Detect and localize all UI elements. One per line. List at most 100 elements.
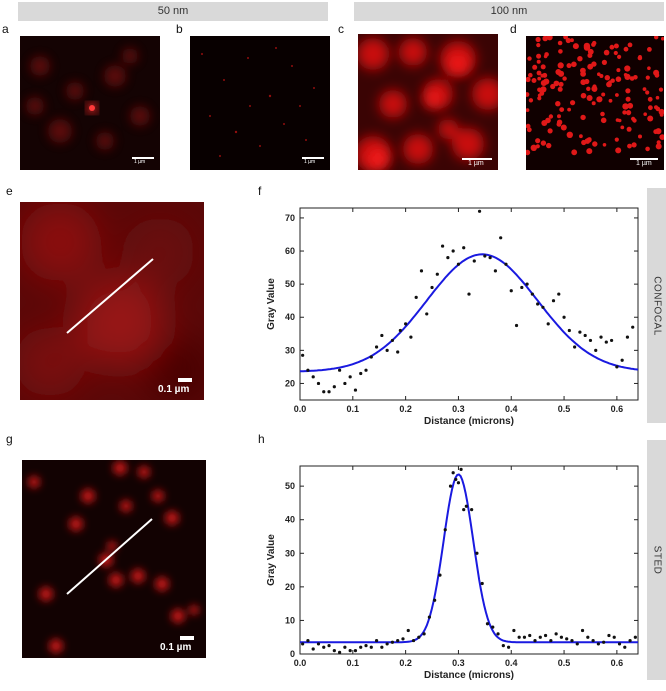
data-point: [374, 345, 379, 349]
fluorescent-spot: [557, 40, 563, 46]
data-point: [609, 338, 614, 343]
fluorescent-spot: [625, 88, 631, 94]
y-tick-label: 20: [285, 378, 295, 388]
fluorescent-spot: [645, 75, 650, 80]
data-point: [359, 645, 363, 649]
data-point: [604, 340, 608, 344]
data-point: [575, 642, 579, 646]
y-tick-label: 30: [285, 345, 295, 355]
fluorescent-spot: [609, 44, 615, 50]
fluorescent-spot: [600, 111, 605, 117]
fluorescent-spot: [580, 79, 587, 86]
data-point: [374, 638, 379, 643]
fluorescent-spot: [580, 114, 586, 121]
scalebar-label-e: 0.1 µm: [158, 384, 190, 395]
panel-label-g: g: [6, 432, 13, 446]
fluorescent-spot: [557, 114, 561, 119]
data-point: [396, 350, 400, 354]
fluorescent-spot: [560, 124, 567, 131]
side-label-sted: STED: [647, 440, 666, 680]
fluorescent-spot: [643, 112, 647, 116]
data-point: [448, 484, 453, 488]
fluorescent-spot: [532, 64, 538, 70]
data-point: [456, 481, 461, 485]
data-point: [327, 390, 331, 394]
data-point: [419, 269, 424, 273]
fluorescent-spot: [535, 36, 541, 43]
data-point: [353, 649, 358, 653]
fluorescent-spot: [526, 127, 532, 133]
fluorescent-spot: [620, 125, 625, 130]
fluorescent-spot: [566, 63, 572, 69]
panel-label-b: b: [176, 22, 183, 36]
data-point: [615, 365, 619, 369]
data-point: [322, 390, 326, 394]
data-point: [517, 635, 521, 639]
data-point: [625, 335, 630, 339]
fluorescent-spot: [586, 95, 593, 101]
fluorescent-spot: [540, 86, 547, 93]
scalebar-label-g: 0.1 µm: [160, 642, 192, 653]
data-point: [332, 649, 336, 653]
fluorescent-spot: [597, 72, 601, 76]
fluorescent-spot: [535, 138, 541, 144]
data-point: [522, 635, 527, 639]
data-point: [533, 638, 537, 643]
y-tick-label: 50: [285, 481, 295, 491]
fluorescent-spot: [631, 142, 637, 148]
fluorescent-spot: [647, 66, 651, 70]
y-tick-label: 50: [285, 279, 295, 289]
data-point: [404, 322, 408, 326]
fluorescent-spot: [537, 87, 542, 93]
data-point: [483, 254, 487, 258]
data-point: [470, 508, 474, 512]
fluorescent-spot: [540, 64, 546, 70]
fluorescent-spot: [647, 115, 654, 122]
fluorescent-spot: [616, 68, 621, 73]
fluorescent-spot: [562, 76, 567, 81]
data-point: [580, 628, 585, 633]
x-tick-label: 0.4: [505, 404, 518, 414]
data-point: [599, 335, 603, 339]
fluorescent-spot: [563, 36, 568, 40]
fluorescent-spot: [586, 148, 593, 155]
data-point: [565, 637, 569, 641]
data-point: [414, 295, 418, 299]
fluorescent-spot: [592, 141, 598, 147]
fluorescent-spot: [555, 81, 560, 85]
chart-h-sted-profile: 0.0 0.1 0.2 0.3 0.4 0.5 0.6 0 10 20 30 40 50 Distance…: [258, 458, 642, 690]
fluorescent-spot: [557, 70, 565, 77]
fluorescent-spot: [536, 70, 542, 76]
data-point: [316, 381, 321, 386]
fluorescent-spot: [526, 92, 530, 97]
data-point: [583, 333, 587, 338]
data-point: [588, 338, 593, 343]
data-point: [559, 635, 564, 639]
x-tick-label: 0.4: [505, 658, 518, 668]
fluorescent-spot: [654, 105, 658, 110]
fluorescent-spot: [627, 42, 633, 48]
fluorescent-spot: [645, 146, 650, 152]
x-axis-label: Distance (microns): [424, 416, 514, 427]
data-point: [440, 244, 445, 248]
chart-f-confocal-profile: 0.0 0.1 0.2 0.3 0.4 0.5 0.6 20 30 40 50 60 70 Distanc…: [258, 200, 642, 436]
data-point: [493, 269, 498, 273]
data-point: [451, 471, 455, 475]
fluorescent-spot: [654, 36, 659, 40]
fluorescent-spot: [600, 117, 607, 124]
fluorescent-spot: [528, 72, 533, 78]
data-point: [617, 642, 622, 646]
data-point: [338, 368, 342, 372]
fluorescent-spot: [655, 143, 662, 150]
data-point: [512, 628, 516, 633]
y-tick-label: 60: [285, 246, 295, 256]
fluorescent-spot: [592, 86, 598, 92]
micrograph-b: 1 µm: [190, 36, 330, 170]
data-point: [401, 637, 405, 641]
fluorescent-spot: [623, 46, 629, 52]
data-point: [353, 388, 358, 392]
data-point: [327, 644, 331, 648]
data-point: [620, 358, 624, 362]
fluorescent-spot: [566, 131, 573, 138]
data-point: [322, 645, 326, 649]
